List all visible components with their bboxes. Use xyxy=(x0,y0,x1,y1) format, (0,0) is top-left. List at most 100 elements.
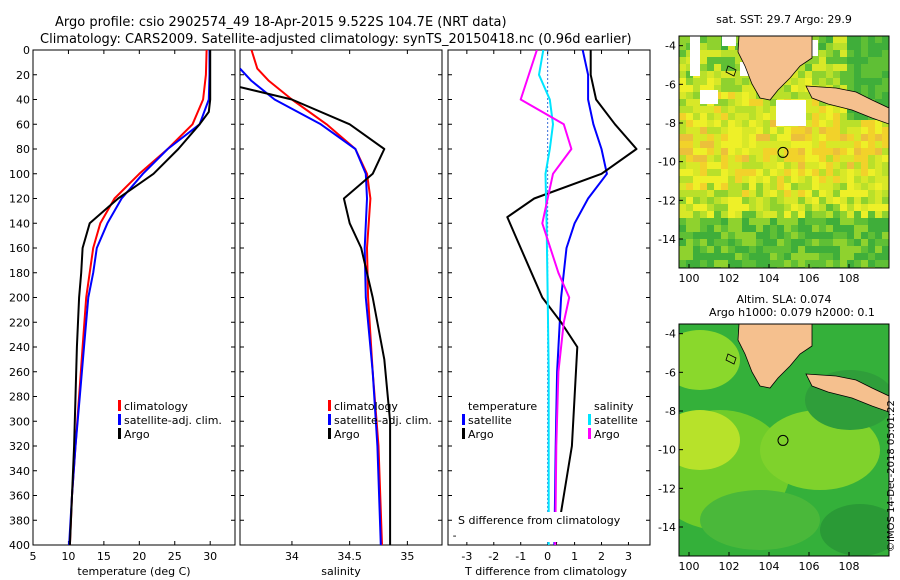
sst-cell xyxy=(735,120,742,127)
sst-cell xyxy=(742,99,749,106)
lon-tick-label: 102 xyxy=(719,560,740,573)
sst-cell xyxy=(833,176,840,183)
sst-cell xyxy=(686,246,693,253)
sst-cell xyxy=(714,225,721,232)
sst-cell xyxy=(714,43,721,50)
sst-cell xyxy=(700,211,707,218)
sst-cell xyxy=(735,106,742,113)
x-tick-label: 15 xyxy=(97,550,111,563)
sst-cell xyxy=(833,57,840,64)
sst-cell xyxy=(875,141,882,148)
sst-cell xyxy=(791,155,798,162)
sst-cell xyxy=(854,78,861,85)
sst-cell xyxy=(777,134,784,141)
sst-cell xyxy=(840,64,847,71)
sst-cell xyxy=(854,71,861,78)
sst-cell xyxy=(840,43,847,50)
sst-cell xyxy=(798,134,805,141)
sst-cell xyxy=(854,113,861,120)
sst-cell xyxy=(742,190,749,197)
sst-cell xyxy=(679,50,686,57)
sst-cell xyxy=(784,92,791,99)
sst-cell xyxy=(861,113,868,120)
sst-cell xyxy=(679,92,686,99)
sst-cell xyxy=(819,57,826,64)
sst-cell xyxy=(700,57,707,64)
sst-cell xyxy=(728,120,735,127)
sst-cell xyxy=(763,176,770,183)
sst-cell xyxy=(784,141,791,148)
sst-cell xyxy=(833,239,840,246)
sst-cell xyxy=(875,246,882,253)
sst-cell xyxy=(735,71,742,78)
sst-cell xyxy=(777,92,784,99)
sla-map-title-line1: Altim. SLA: 0.074 xyxy=(736,293,831,306)
sst-cell xyxy=(763,162,770,169)
sst-cell xyxy=(812,134,819,141)
x-tick-label: -3 xyxy=(461,550,472,563)
sst-cell xyxy=(714,148,721,155)
sst-cell xyxy=(749,246,756,253)
sst-cell xyxy=(756,260,763,267)
sst-cell xyxy=(756,225,763,232)
sst-cell xyxy=(791,246,798,253)
sst-cell xyxy=(714,260,721,267)
sst-cell xyxy=(805,155,812,162)
sst-cell xyxy=(812,190,819,197)
sst-cell xyxy=(756,113,763,120)
sst-cell xyxy=(868,127,875,134)
sst-cell xyxy=(882,141,889,148)
sst-cell xyxy=(742,246,749,253)
sst-cell xyxy=(847,183,854,190)
sst-cell xyxy=(798,225,805,232)
sst-cell xyxy=(707,127,714,134)
sst-cell xyxy=(679,127,686,134)
legend-label: Argo xyxy=(594,428,620,441)
sst-cell xyxy=(791,197,798,204)
sst-cell xyxy=(700,106,707,113)
sst-cell xyxy=(819,176,826,183)
sst-cell xyxy=(805,211,812,218)
sst-cell xyxy=(679,176,686,183)
sst-cell xyxy=(812,57,819,64)
sst-cell xyxy=(763,106,770,113)
sst-cell xyxy=(777,85,784,92)
sst-cell xyxy=(812,197,819,204)
sst-cell xyxy=(770,190,777,197)
sst-cell xyxy=(798,239,805,246)
sst-cell xyxy=(777,239,784,246)
sst-cell xyxy=(861,253,868,260)
sst-cell xyxy=(707,57,714,64)
sst-cell xyxy=(868,204,875,211)
sst-cell xyxy=(882,239,889,246)
sst-cell xyxy=(784,218,791,225)
sst-cell xyxy=(784,190,791,197)
sst-cell xyxy=(847,120,854,127)
sst-cell xyxy=(784,176,791,183)
sst-cell xyxy=(714,239,721,246)
lon-tick-label: 106 xyxy=(799,272,820,285)
sst-cell xyxy=(805,92,812,99)
imos-watermark: ©IMOS 14-Dec-2018 05:01:22 xyxy=(886,400,897,552)
sst-cell xyxy=(700,78,707,85)
series-line-satellite-adj-clim- xyxy=(240,67,382,545)
sst-cell xyxy=(861,239,868,246)
sst-cell xyxy=(791,85,798,92)
sst-cell xyxy=(875,225,882,232)
sst-cell xyxy=(756,99,763,106)
sst-cell xyxy=(707,232,714,239)
sst-cell xyxy=(728,176,735,183)
series-line-climatology xyxy=(68,50,208,545)
sst-cell xyxy=(714,176,721,183)
sst-cell xyxy=(833,169,840,176)
sst-cell xyxy=(847,155,854,162)
sst-cell xyxy=(882,148,889,155)
sst-missing-data xyxy=(690,36,700,76)
sst-cell xyxy=(686,253,693,260)
sst-cell xyxy=(826,36,833,43)
sst-cell xyxy=(728,260,735,267)
sst-cell xyxy=(749,211,756,218)
sst-cell xyxy=(679,218,686,225)
sst-cell xyxy=(854,183,861,190)
